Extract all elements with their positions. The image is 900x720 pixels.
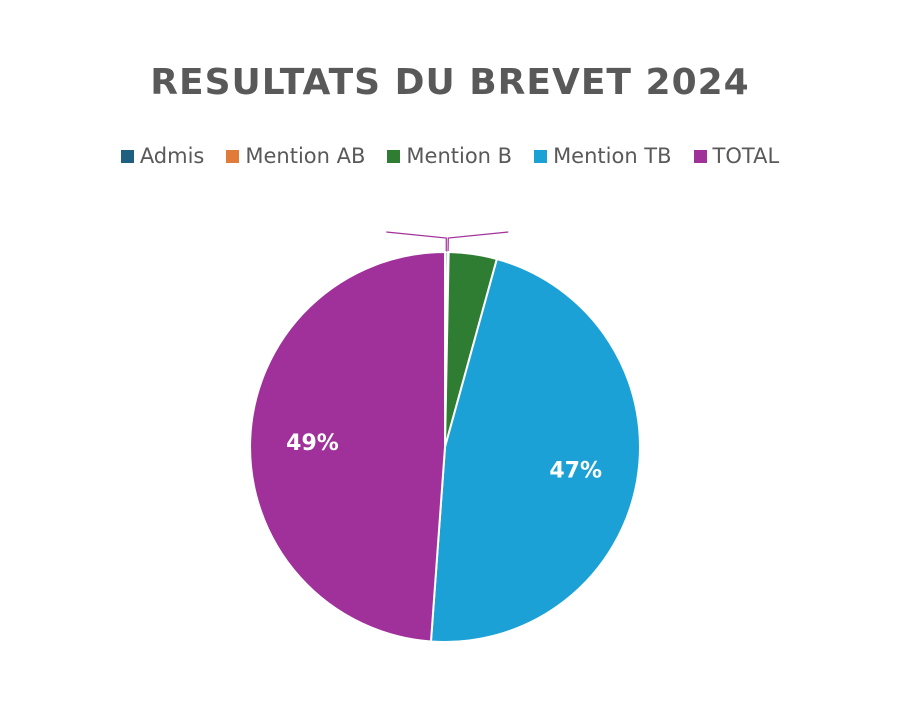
slice-label-total: 49% — [286, 431, 339, 456]
pie-slice-mention-tb — [429, 257, 641, 643]
legend-swatch-total — [693, 149, 707, 163]
legend-item-mention-tb: Mention TB — [534, 144, 672, 168]
leader-line-mention-ab — [447, 231, 509, 253]
pie-slice-total — [249, 250, 446, 643]
legend-label-mention-b: Mention B — [406, 144, 513, 168]
legend-label-mention-ab: Mention AB — [245, 144, 366, 168]
legend-label-total: TOTAL — [712, 144, 780, 168]
legend: Admis Mention AB Mention B Mention TB TO… — [0, 144, 900, 168]
legend-item-admis: Admis — [120, 144, 205, 168]
legend-item-mention-b: Mention B — [387, 144, 512, 168]
legend-item-mention-ab: Mention AB — [226, 144, 365, 168]
chart-title: RESULTATS DU BREVET 2024 — [150, 62, 750, 103]
legend-swatch-mention-ab — [226, 149, 240, 163]
legend-swatch-admis — [120, 149, 134, 163]
leader-line-admis — [386, 231, 447, 253]
legend-label-mention-tb: Mention TB — [553, 144, 672, 168]
legend-swatch-mention-tb — [534, 149, 548, 163]
legend-swatch-mention-b — [387, 149, 401, 163]
legend-label-admis: Admis — [139, 144, 205, 168]
slice-label-mention-tb: 47% — [549, 459, 602, 484]
legend-item-total: TOTAL — [693, 144, 780, 168]
